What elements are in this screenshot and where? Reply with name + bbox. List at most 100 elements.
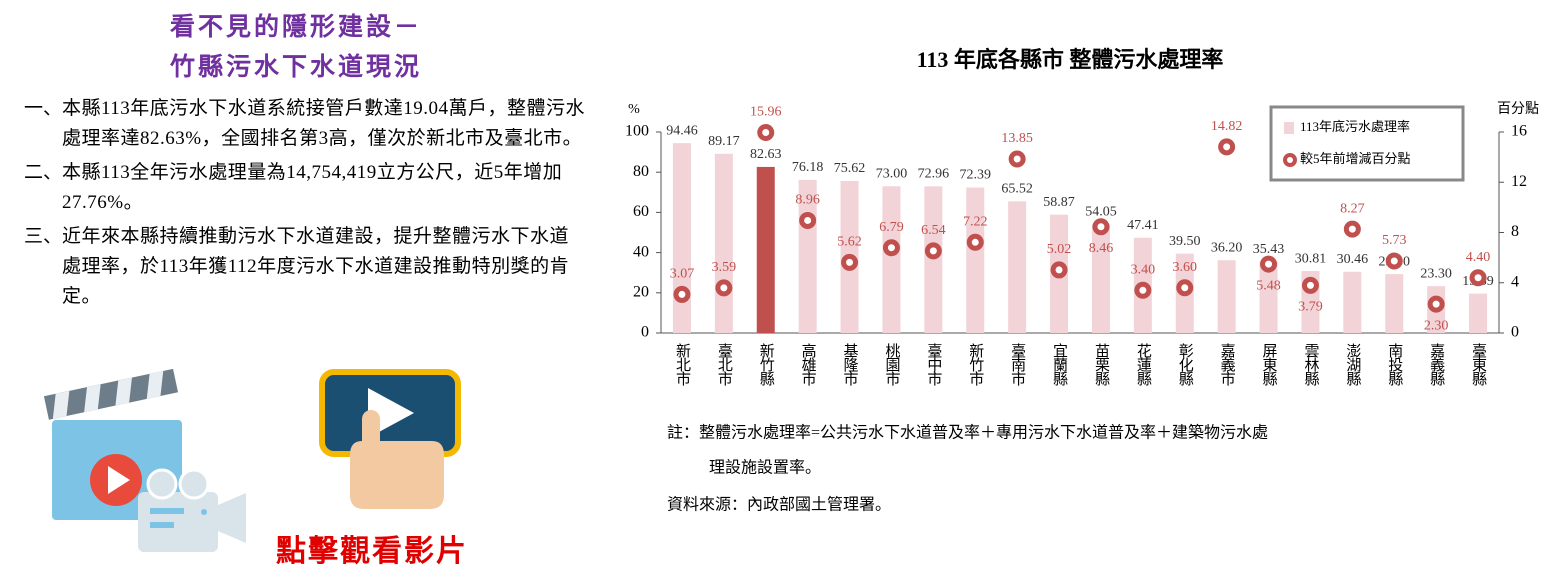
- video-link[interactable]: 點擊觀看影片: [276, 535, 468, 568]
- item-marker: 二、: [23, 162, 62, 183]
- dot-value-label: 3.59: [712, 260, 737, 275]
- y-tick-label: 100: [625, 123, 649, 140]
- dot: [882, 239, 900, 257]
- bar-value-label: 58.87: [1043, 195, 1075, 210]
- dot-value-label: 3.60: [1173, 260, 1198, 275]
- bar-value-label: 73.00: [876, 166, 908, 181]
- x-tick-label: 澎湖縣: [1344, 343, 1361, 386]
- dot: [841, 253, 859, 271]
- y-axis-label: %: [628, 102, 640, 117]
- y-tick-label: 80: [633, 163, 649, 180]
- video-icon[interactable]: [43, 368, 246, 552]
- item-text: 本縣113年底污水下水道系統接管戶數達19.04萬戶，整體污水處理率達82.63…: [62, 98, 586, 149]
- x-tick-label: 新竹市: [967, 343, 984, 386]
- title-line: 竹縣污水下水道現況: [169, 54, 422, 81]
- dot-value-label: 8.46: [1089, 241, 1114, 256]
- list-item: 一、 本縣113年底污水下水道系統接管戶數達19.04萬戶，整體污水處理率達82.…: [0, 94, 592, 154]
- bar: [1217, 260, 1236, 333]
- x-tick-label: 嘉義縣: [1428, 343, 1445, 386]
- dot-value-label: 3.07: [670, 267, 695, 282]
- x-tick-label: 花蓮縣: [1135, 343, 1152, 386]
- dot-value-label: 8.27: [1340, 201, 1365, 216]
- bar-value-label: 82.63: [750, 147, 782, 162]
- bar-value-label: 72.96: [918, 167, 950, 182]
- x-tick-label: 嘉義市: [1219, 343, 1236, 386]
- y2-tick-label: 0: [1511, 324, 1519, 341]
- x-tick-label: 苗栗縣: [1093, 343, 1110, 386]
- x-tick-label: 屏東縣: [1261, 343, 1278, 386]
- bar-value-label: 54.05: [1085, 205, 1117, 220]
- legend-swatch: [1283, 153, 1297, 167]
- legend-inner: [1273, 109, 1461, 178]
- bar-value-label: 94.46: [666, 123, 698, 138]
- y-tick-label: 40: [633, 243, 649, 260]
- y2-tick-label: 8: [1511, 223, 1519, 240]
- dot: [715, 279, 733, 297]
- list-item: 三、 近年來本縣持續推動污水下水道建設，提升整體污水下水道處理率，於113年獲11…: [0, 222, 592, 312]
- dot: [1469, 269, 1487, 287]
- dot-value-label: 13.85: [1001, 131, 1033, 146]
- list-item: 二、 本縣113全年污水處理量為14,754,419立方公尺，近5年增加27.76…: [0, 158, 592, 218]
- dot: [1134, 281, 1152, 299]
- bar-value-label: 65.52: [1001, 182, 1033, 197]
- bar: [882, 186, 901, 333]
- bar-value-label: 39.50: [1169, 234, 1201, 249]
- y2-tick-label: 12: [1511, 173, 1527, 190]
- y-tick-label: 20: [633, 283, 649, 300]
- dot: [1301, 276, 1319, 294]
- dot-value-label: 7.22: [963, 215, 988, 230]
- legend-box: [1269, 105, 1465, 182]
- x-tick-label: 臺南市: [1009, 343, 1026, 386]
- dot: [673, 285, 691, 303]
- dot-value-label: 6.54: [921, 223, 946, 238]
- bar-value-label: 89.17: [708, 134, 740, 149]
- item-text: 近年來本縣持續推動污水下水道建設，提升整體污水下水道處理率，於113年獲112年…: [62, 226, 570, 307]
- dot: [1260, 255, 1278, 273]
- bar-value-label: 36.20: [1211, 240, 1243, 255]
- bar-value-label: 47.41: [1127, 218, 1159, 233]
- bar: [1008, 201, 1027, 333]
- dot: [1008, 150, 1026, 168]
- x-tick-label: 雲林縣: [1302, 343, 1319, 386]
- x-tick-label: 彰化縣: [1177, 342, 1194, 386]
- x-tick-label: 宜蘭縣: [1051, 343, 1068, 386]
- bar: [1091, 224, 1110, 333]
- bar-value-label: 76.18: [792, 160, 824, 175]
- dot-value-label: 15.96: [750, 105, 782, 120]
- dot-value-label: 4.40: [1466, 250, 1491, 265]
- item-list: 一、 本縣113年底污水下水道系統接管戶數達19.04萬戶，整體污水處理率達82.…: [0, 94, 592, 312]
- dot-value-label: 6.79: [879, 220, 904, 235]
- x-tick-label: 臺北市: [716, 343, 733, 386]
- chart-title: 113 年底各縣市 整體污水處理率: [917, 47, 1224, 72]
- dot: [1050, 261, 1068, 279]
- dot: [1092, 218, 1110, 236]
- dot-value-label: 3.79: [1298, 300, 1323, 315]
- dot: [966, 233, 984, 251]
- y-tick-label: 60: [633, 203, 649, 220]
- dot-value-label: 5.02: [1047, 242, 1072, 257]
- bar: [924, 186, 943, 333]
- dot-value-label: 2.30: [1424, 318, 1449, 333]
- dot: [1343, 220, 1361, 238]
- play-icon[interactable]: [319, 369, 461, 509]
- dot: [1427, 295, 1445, 313]
- legend-swatch: [1284, 122, 1294, 134]
- dot: [1385, 252, 1403, 270]
- bar: [1385, 274, 1404, 333]
- legend-label: 較5年前增減百分點: [1300, 151, 1411, 166]
- y-tick-label: 0: [641, 324, 649, 341]
- y2-tick-label: 16: [1511, 123, 1527, 140]
- dot: [924, 242, 942, 260]
- dot-value-label: 5.73: [1382, 233, 1407, 248]
- x-tick-label: 高雄市: [800, 343, 817, 386]
- bar-value-label: 75.62: [834, 161, 866, 176]
- bar-value-label: 23.30: [1420, 266, 1452, 281]
- bar: [1343, 271, 1362, 333]
- dot: [799, 211, 817, 229]
- x-tick-label: 桃園市: [883, 343, 900, 386]
- x-tick-label: 基隆市: [842, 343, 859, 386]
- y2-axis-label: 百分點: [1497, 101, 1539, 117]
- dot-value-label: 14.82: [1211, 119, 1243, 134]
- x-tick-label: 新北市: [674, 343, 691, 386]
- bar-value-label: 30.46: [1337, 252, 1369, 267]
